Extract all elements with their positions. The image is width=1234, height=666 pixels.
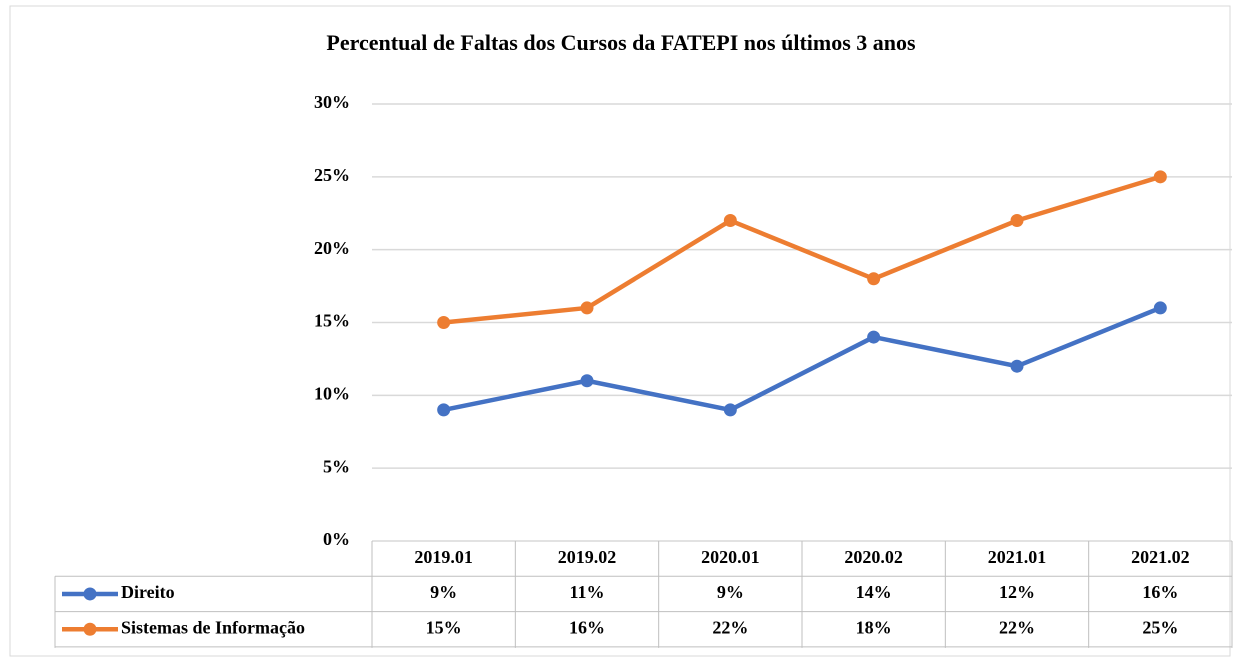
- x-tick-label: 2021.01: [988, 547, 1047, 567]
- y-tick-label: 25%: [314, 165, 350, 185]
- series-line: [443, 305, 1162, 413]
- x-tick-label: 2020.02: [844, 547, 903, 567]
- point: [1153, 170, 1167, 184]
- table-value: 16%: [569, 617, 605, 637]
- table-value: 12%: [999, 582, 1035, 602]
- table-value: 9%: [430, 582, 457, 602]
- point: [723, 403, 737, 417]
- y-tick-label: 0%: [323, 529, 350, 549]
- legend-marker: [83, 587, 97, 601]
- point: [580, 301, 594, 315]
- point: [1010, 359, 1024, 373]
- point: [1010, 214, 1024, 228]
- table-value: 14%: [856, 582, 892, 602]
- chart-border: [9, 5, 1231, 657]
- table-value: 18%: [856, 617, 892, 637]
- point: [580, 374, 594, 388]
- point: [1153, 301, 1167, 315]
- table-value: 22%: [999, 617, 1035, 637]
- y-tick-label: 10%: [314, 383, 350, 403]
- legend-label: Sistemas de Informação: [121, 617, 305, 637]
- table-value: 16%: [1142, 582, 1178, 602]
- point: [437, 403, 451, 417]
- table-value: 15%: [426, 617, 462, 637]
- y-tick-label: 15%: [314, 311, 350, 331]
- x-tick-label: 2021.02: [1131, 547, 1190, 567]
- table-value: 9%: [717, 582, 744, 602]
- x-tick-label: 2019.02: [558, 547, 617, 567]
- y-tick-label: 20%: [314, 238, 350, 258]
- chart-title: Percentual de Faltas dos Cursos da FATEP…: [326, 30, 916, 55]
- legend-label: Direito: [121, 582, 175, 602]
- point: [867, 330, 881, 344]
- series-line: [443, 174, 1161, 325]
- x-tick-label: 2019.01: [414, 547, 473, 567]
- table-value: 22%: [712, 617, 748, 637]
- y-tick-label: 5%: [323, 456, 350, 476]
- table-value: 25%: [1142, 617, 1178, 637]
- y-tick-label: 30%: [314, 92, 350, 112]
- x-tick-label: 2020.01: [701, 547, 760, 567]
- legend-marker: [83, 622, 97, 636]
- point: [437, 316, 451, 329]
- table-value: 11%: [569, 582, 604, 602]
- point: [723, 214, 737, 228]
- point: [867, 272, 881, 286]
